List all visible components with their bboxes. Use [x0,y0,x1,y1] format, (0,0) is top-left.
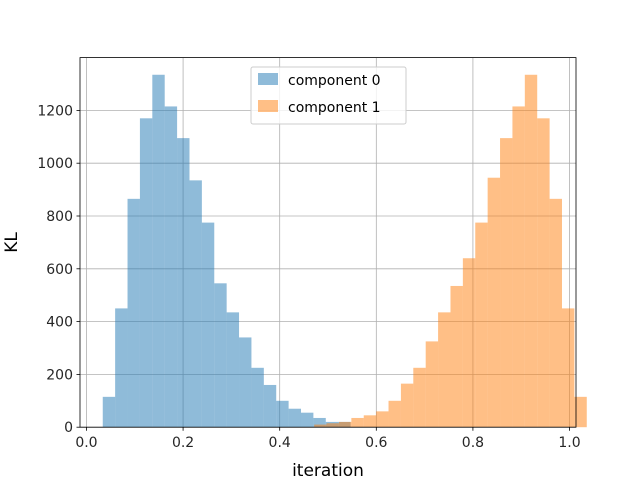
y-axis-ticks: 0 200 400 600 800 1000 1200 [37,103,80,436]
y-tick-label: 200 [46,367,73,383]
histogram-bar [561,308,575,428]
y-tick-label: 0 [64,420,73,436]
histogram-bar [351,417,364,428]
histogram-bar [177,138,190,428]
histogram-bar [450,285,463,428]
histogram-bar [226,312,240,428]
histogram-bar [487,177,501,428]
histogram-bar [363,415,377,428]
histogram-bar [263,384,277,428]
histogram-bar [574,396,587,428]
histogram-bar [239,337,252,428]
histogram-bar [314,424,327,428]
histogram-bar [413,367,426,428]
histogram-bar [201,222,215,428]
plot-frame [79,57,577,428]
bar-series-0 [102,74,351,428]
histogram-bar [376,411,389,428]
legend-label-component-1: component 1 [288,100,381,116]
legend: component 0 component 1 [250,66,407,125]
histogram-bar [127,198,140,428]
x-axis-ticks: 0.0 0.2 0.4 0.6 0.8 1.0 [75,427,581,451]
histogram-bar [164,106,178,428]
histogram-bar [313,417,326,428]
histogram-bar [288,408,301,428]
y-axis-label: KL [2,232,22,253]
histogram-bar [338,421,352,428]
histogram-bar [425,341,439,428]
histogram-bar [524,74,538,428]
histogram-bar [102,396,116,428]
legend-swatch-component-0 [258,73,278,85]
x-tick-label: 1.0 [558,435,580,451]
histogram-bar [438,312,451,428]
x-tick-label: 0.0 [75,435,97,451]
legend-swatch-component-1 [258,100,278,112]
histogram-bar [214,283,227,428]
histogram-bars [102,74,587,428]
histogram-bar [462,258,476,428]
histogram-bar [388,400,401,428]
histogram-bar [475,222,488,428]
histogram-bar [500,138,513,428]
histogram-bar [152,74,165,428]
x-tick-label: 0.6 [365,435,387,451]
x-tick-label: 0.8 [462,435,484,451]
histogram-bar [512,106,525,428]
legend-box [250,66,407,125]
histogram-bar [139,118,153,428]
legend-label-component-0: component 0 [288,73,381,89]
x-axis-label: iteration [292,461,364,480]
y-tick-label: 400 [46,315,73,331]
x-tick-label: 0.4 [269,435,291,451]
histogram-bar [276,400,289,428]
histogram-bar [115,308,128,428]
histogram-bar [251,367,264,428]
histogram-bar [537,118,550,428]
bar-series-1 [314,74,587,428]
y-tick-label: 1200 [37,103,73,119]
y-tick-label: 600 [46,262,73,278]
histogram-bar [326,423,339,428]
y-tick-label: 800 [46,209,73,225]
histogram-bar [300,412,314,428]
histogram-bar [400,383,414,428]
y-tick-label: 1000 [37,156,73,172]
x-tick-label: 0.2 [172,435,194,451]
histogram-bar [549,198,562,428]
histogram-bar [189,180,202,428]
